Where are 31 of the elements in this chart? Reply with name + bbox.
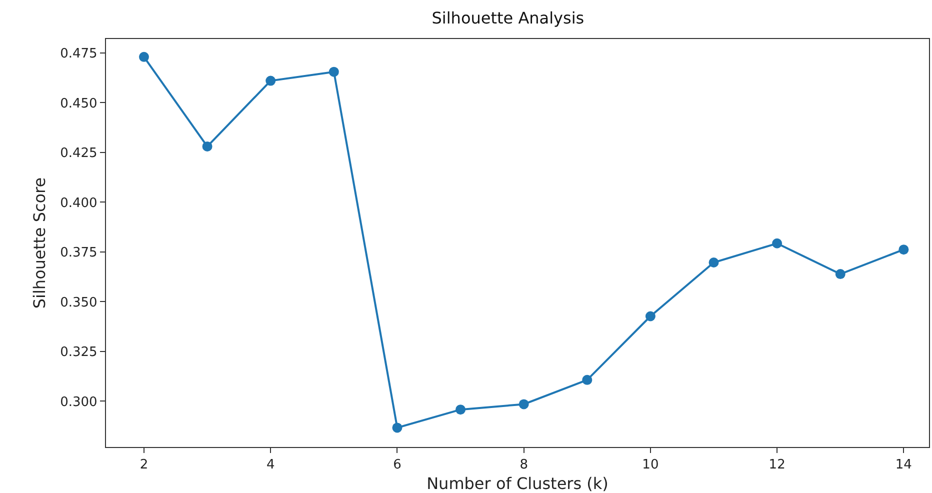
- y-tick-label: 0.400: [60, 196, 98, 211]
- y-tick-label: 0.450: [60, 96, 98, 112]
- x-tick-label: 14: [895, 458, 912, 473]
- y-tick-label: 0.325: [60, 345, 98, 360]
- x-tick-label: 4: [266, 458, 275, 473]
- point: [835, 269, 846, 280]
- point: [708, 258, 719, 268]
- y-axis-title: Silhouette Score: [30, 177, 49, 309]
- point: [645, 311, 656, 322]
- x-tick-label: 6: [393, 458, 402, 473]
- x-axis-title: Number of Clusters (k): [426, 474, 608, 493]
- x-tick-label: 2: [140, 458, 148, 473]
- point: [772, 238, 782, 248]
- y-tick-label: 0.425: [60, 146, 98, 161]
- point: [582, 374, 592, 385]
- x-tick-label: 10: [642, 458, 659, 473]
- point: [518, 399, 529, 410]
- chart-title: Silhouette Analysis: [432, 8, 584, 28]
- point: [202, 141, 212, 152]
- point: [138, 52, 149, 62]
- point: [266, 76, 276, 86]
- x-tick-label: 12: [768, 458, 786, 473]
- point: [328, 66, 339, 77]
- y-tick-label: 0.300: [60, 394, 98, 410]
- y-tick-label: 0.475: [60, 46, 98, 62]
- y-tick-label: 0.375: [60, 246, 98, 261]
- point: [898, 244, 909, 255]
- y-tick-label: 0.350: [60, 295, 98, 310]
- point: [456, 404, 466, 415]
- point: [392, 422, 402, 433]
- x-tick-label: 8: [520, 458, 528, 473]
